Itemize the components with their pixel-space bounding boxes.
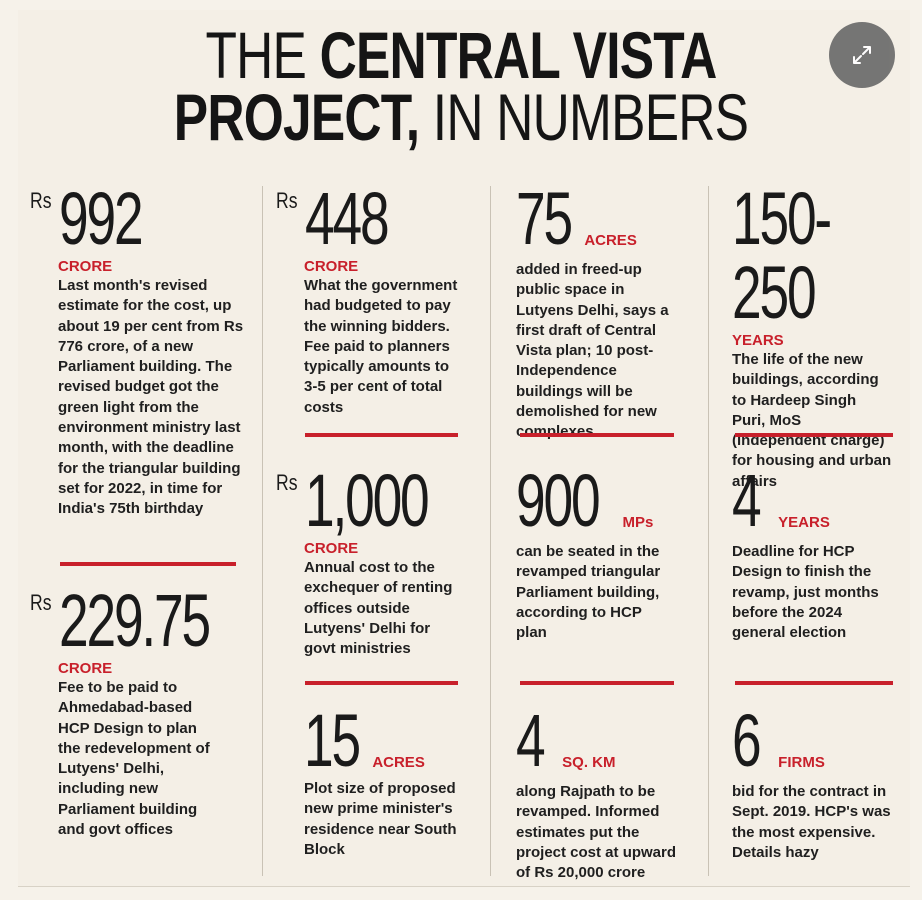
stat-1000-figure: Rs 1,000 (276, 464, 476, 538)
stat-description: along Rajpath to be revamped. Informed e… (516, 783, 677, 882)
currency-prefix: Rs (30, 188, 52, 213)
big-number: 229.75 (58, 579, 211, 662)
stat-1000: Rs 1,000 CRORE Annual cost to the excheq… (276, 464, 476, 659)
stat-4-years-figure: 4 YEARS (732, 464, 912, 538)
title-light-1: THE (205, 18, 320, 92)
big-number: 4 (732, 459, 762, 542)
red-divider (305, 681, 458, 685)
stat-4-sqkm-figure: 4 SQ. KM (516, 704, 696, 778)
unit-label: MPs (622, 514, 654, 531)
unit-label: CRORE (304, 540, 359, 557)
stat-448-figure: Rs 448 (276, 182, 471, 256)
red-divider (520, 681, 674, 685)
unit-label: CRORE (58, 660, 113, 677)
stat-150-250-figure: 150-250 (732, 182, 912, 330)
stat-15-figure: 15 ACRES (304, 704, 474, 778)
title-line-1: THE CENTRAL VISTA (101, 22, 820, 88)
stat-992: Rs 992 CRORE Last month's revised estima… (30, 182, 245, 520)
big-number: 4 (516, 699, 546, 782)
unit-label: SQ. KM (562, 754, 616, 771)
unit-label: CRORE (304, 258, 359, 275)
stat-description: added in freed-up public space in Lutyen… (516, 261, 669, 441)
stat-900: 900 MPs can be seated in the revamped tr… (516, 464, 696, 643)
expand-button[interactable] (829, 22, 895, 88)
big-number: 150-250 (732, 177, 832, 334)
unit-label: YEARS (778, 514, 830, 531)
title-line-2: PROJECT, IN NUMBERS (101, 84, 820, 150)
title-light-2: IN NUMBERS (432, 80, 749, 154)
stat-description: Fee to be paid to Ahmedabad-based HCP De… (58, 679, 210, 839)
stat-description: Annual cost to the exchequer of renting … (304, 559, 453, 658)
stat-150-250: 150-250 YEARS The life of the new buildi… (732, 182, 912, 492)
stat-6: 6 FIRMS bid for the contract in Sept. 20… (732, 704, 912, 863)
big-number: 448 (304, 177, 390, 260)
big-number: 900 (516, 459, 601, 542)
currency-prefix: Rs (276, 470, 298, 495)
stat-448: Rs 448 CRORE What the government had bud… (276, 182, 471, 418)
unit-label: CRORE (58, 258, 113, 275)
unit-label: YEARS (732, 332, 784, 349)
currency-prefix: Rs (276, 188, 298, 213)
stat-4-sqkm: 4 SQ. KM along Rajpath to be revamped. I… (516, 704, 696, 883)
stat-15: 15 ACRES Plot size of proposed new prime… (304, 704, 474, 860)
stat-6-figure: 6 FIRMS (732, 704, 912, 778)
big-number: 1,000 (304, 459, 430, 542)
unit-label: ACRES (372, 754, 425, 771)
red-divider (60, 562, 236, 566)
red-divider (520, 433, 674, 437)
stat-description: bid for the contract in Sept. 2019. HCP'… (732, 783, 891, 861)
stat-description: Last month's revised estimate for the co… (58, 277, 244, 518)
big-number: 75 (516, 177, 573, 260)
unit-label: ACRES (584, 232, 637, 249)
title-bold-1: CENTRAL VISTA (319, 18, 718, 92)
stat-229: Rs 229.75 CRORE Fee to be paid to Ahmeda… (30, 584, 250, 840)
stat-description: can be seated in the revamped triangular… (516, 543, 661, 642)
big-number: 15 (304, 699, 361, 782)
stat-4-years: 4 YEARS Deadline for HCP Design to finis… (732, 464, 912, 643)
red-divider (735, 681, 893, 685)
big-number: 6 (732, 699, 762, 782)
red-divider (305, 433, 458, 437)
column-divider-1 (262, 186, 263, 876)
unit-label: FIRMS (778, 754, 825, 771)
infographic-frame (18, 10, 910, 887)
title-bold-2: PROJECT, (173, 80, 433, 154)
column-divider-3 (708, 186, 709, 876)
stat-75-figure: 75 ACRES (516, 182, 691, 256)
currency-prefix: Rs (30, 590, 52, 615)
red-divider (735, 433, 893, 437)
stat-75: 75 ACRES added in freed-up public space … (516, 182, 691, 443)
stat-description: What the government had budgeted to pay … (304, 277, 458, 416)
column-divider-2 (490, 186, 491, 876)
big-number: 992 (58, 177, 144, 260)
stat-229-figure: Rs 229.75 (30, 584, 250, 658)
stat-description: Deadline for HCP Design to finish the re… (732, 543, 879, 642)
stat-992-figure: Rs 992 (30, 182, 245, 256)
expand-arrows-icon (853, 46, 871, 64)
stat-900-figure: 900 MPs (516, 464, 696, 538)
stat-description: Plot size of proposed new prime minister… (304, 780, 457, 858)
